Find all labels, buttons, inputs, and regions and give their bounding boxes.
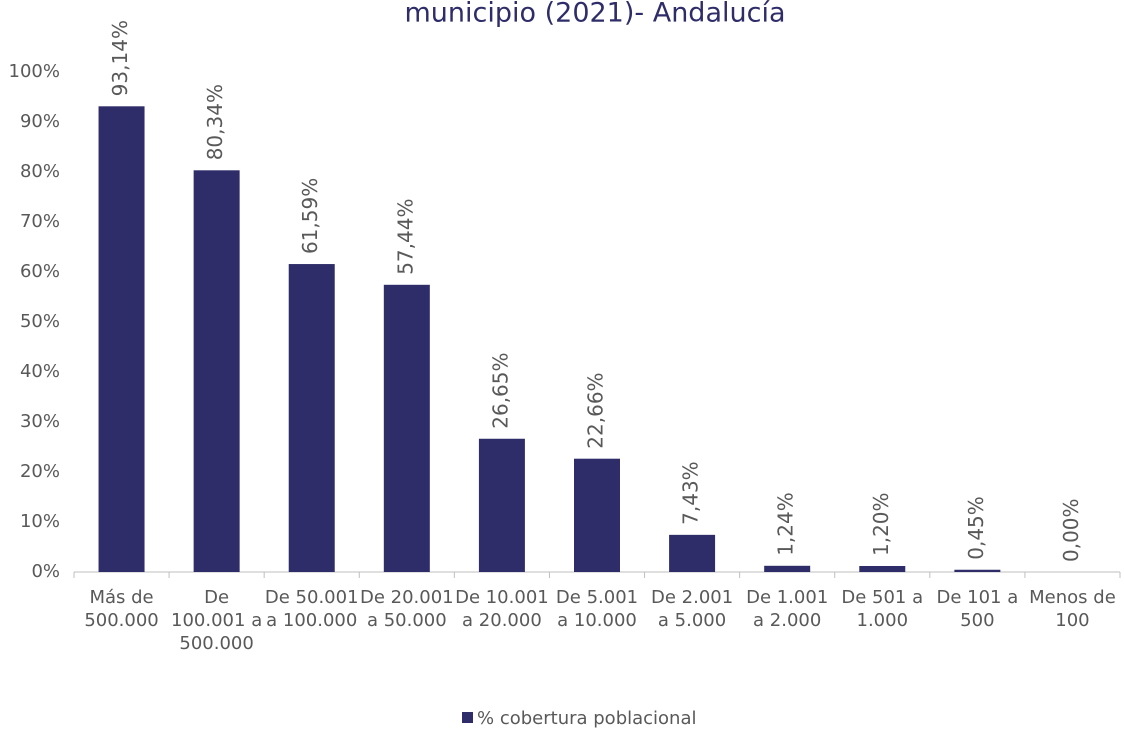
x-tick-label: De 1.001 a 2.000: [746, 587, 829, 631]
legend-swatch: [462, 712, 473, 723]
y-tick-label: 100%: [9, 61, 60, 82]
data-label: 22,66%: [584, 372, 608, 448]
legend-label: % cobertura poblacional: [477, 708, 697, 729]
y-tick-label: 10%: [20, 511, 60, 532]
x-tick-label: De 101 a 500: [936, 587, 1019, 631]
y-tick-label: 70%: [20, 211, 60, 232]
data-label: 61,59%: [298, 178, 322, 254]
x-tick-label: De 2.001 a 5.000: [650, 587, 734, 631]
bar: [574, 458, 620, 572]
y-tick-label: 90%: [20, 111, 60, 132]
data-label: 57,44%: [393, 199, 417, 275]
y-tick-label: 0%: [31, 561, 60, 582]
bar: [764, 565, 811, 572]
x-tick-label: Menos de 100: [1029, 587, 1116, 631]
bar: [859, 566, 906, 572]
bar: [383, 284, 430, 572]
data-label: 0,45%: [964, 496, 988, 560]
data-label: 1,20%: [869, 492, 893, 556]
x-tick-label: De 50.001 a 100.000: [264, 587, 359, 631]
data-label: 7,43%: [679, 461, 703, 525]
bar: [669, 534, 716, 572]
x-tick-label: Más de 500.000: [84, 587, 159, 631]
y-tick-label: 60%: [20, 261, 60, 282]
x-tick-label: De 501 a 1.000: [841, 587, 924, 631]
data-label: 0,00%: [1059, 498, 1083, 562]
bar: [954, 569, 1001, 572]
x-tick-label: De 100.001 a 500.000: [171, 587, 263, 654]
x-tick-label: De 10.001 a 20.000: [455, 587, 549, 631]
y-tick-label: 40%: [20, 361, 60, 382]
bar: [478, 438, 525, 572]
bar: [288, 264, 335, 572]
x-tick-label: De 5.001 a 10.000: [555, 587, 639, 631]
data-label: 1,24%: [774, 492, 798, 556]
bar: [193, 170, 240, 573]
y-tick-label: 80%: [20, 161, 60, 182]
y-tick-label: 30%: [20, 411, 60, 432]
bar: [98, 106, 145, 573]
y-tick-label: 20%: [20, 461, 60, 482]
x-tick-label: De 20.001 a 50.000: [359, 587, 454, 631]
data-label: 93,14%: [108, 20, 132, 96]
data-label: 80,34%: [203, 84, 227, 160]
y-tick-label: 50%: [20, 311, 60, 332]
chart-title: municipio (2021)- Andalucía: [405, 0, 786, 29]
data-label: 26,65%: [488, 352, 512, 428]
